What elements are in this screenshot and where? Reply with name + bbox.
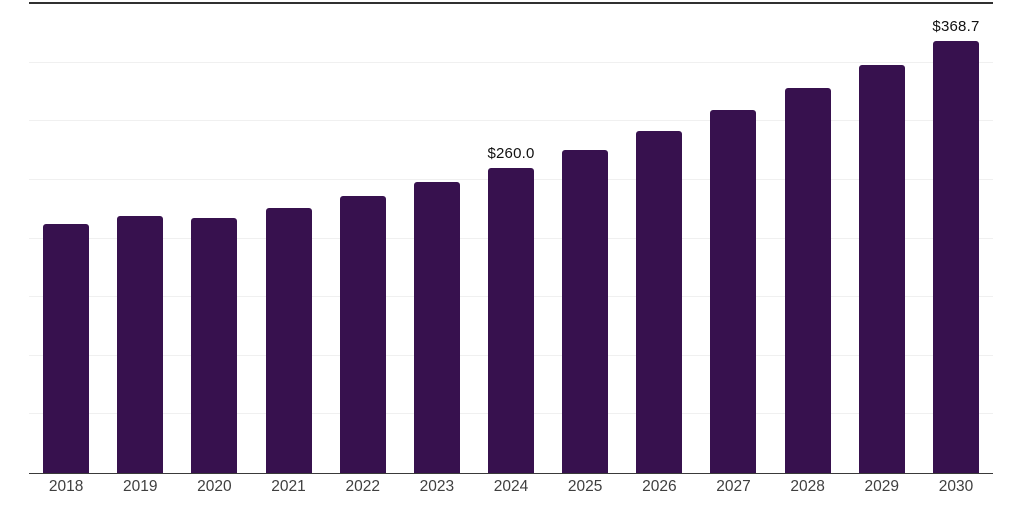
x-tick-2027: 2027 — [716, 478, 751, 495]
bar-slot-2019 — [103, 4, 177, 473]
bar-2019 — [117, 215, 164, 473]
x-tick-2025: 2025 — [567, 478, 603, 495]
x-tick-2028: 2028 — [790, 478, 825, 495]
x-tick-2023: 2023 — [419, 478, 455, 495]
x-tick-2018: 2018 — [48, 478, 84, 495]
data-label-2024: $260.0 — [487, 145, 535, 163]
x-tick-2026: 2026 — [642, 478, 677, 495]
bars-container: $260.0 $368.7 — [29, 4, 993, 473]
x-axis-labels: 2018 2019 2020 2021 2022 2023 2024 2025 2026 2027… — [29, 478, 993, 496]
bar-2024 — [488, 168, 535, 473]
bar-slot-2023 — [400, 4, 474, 473]
bar-2020 — [191, 218, 238, 473]
bar-slot-2028 — [771, 4, 845, 473]
bar-slot-2029 — [845, 4, 919, 473]
x-tick-2029: 2029 — [864, 478, 900, 495]
bar-2029 — [858, 65, 905, 473]
x-tick-2022: 2022 — [345, 478, 380, 495]
gridline-350 — [29, 61, 993, 63]
bar-slot-2027 — [696, 4, 770, 473]
gridline-300 — [29, 120, 993, 122]
bar-slot-2022 — [326, 4, 400, 473]
bar-2021 — [265, 208, 312, 473]
x-tick-2030: 2030 — [938, 478, 974, 495]
bar-2030 — [932, 40, 979, 473]
plot-area: $260.0 $368.7 — [29, 2, 993, 474]
bar-slot-2020 — [177, 4, 251, 473]
bar-2028 — [784, 88, 831, 473]
bar-slot-2018 — [29, 4, 103, 473]
bar-2023 — [413, 182, 460, 473]
bar-slot-2025 — [548, 4, 622, 473]
bar-2027 — [710, 110, 757, 473]
x-tick-2024: 2024 — [493, 478, 529, 495]
x-tick-2021: 2021 — [271, 478, 306, 495]
bar-slot-2030: $368.7 — [919, 4, 993, 473]
bar-slot-2024: $260.0 — [474, 4, 548, 473]
bar-2018 — [43, 224, 90, 473]
bar-2022 — [339, 195, 386, 473]
bar-slot-2026 — [622, 4, 696, 473]
bar-2026 — [636, 130, 683, 473]
data-label-2030: $368.7 — [932, 17, 980, 35]
x-tick-2020: 2020 — [197, 478, 232, 495]
bar-slot-2021 — [251, 4, 325, 473]
bar-2025 — [562, 149, 609, 473]
x-tick-2019: 2019 — [122, 478, 158, 495]
